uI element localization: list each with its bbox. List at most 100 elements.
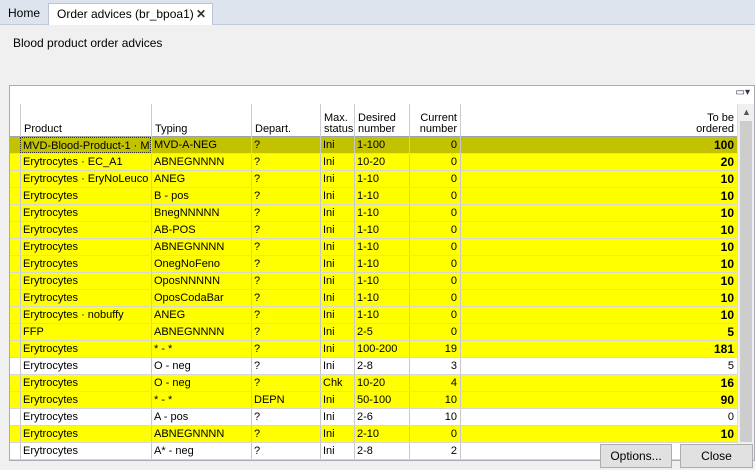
row-indicator[interactable] xyxy=(10,137,20,153)
cell-typing: A* - neg xyxy=(151,443,251,459)
cell-desired: 1-10 xyxy=(354,273,409,289)
table-row[interactable]: Erytrocytes · nobuffy ANEG? Ini 1-10 0 10 xyxy=(10,307,737,324)
row-indicator[interactable] xyxy=(10,154,20,170)
col-current-number[interactable]: Current number xyxy=(409,104,460,137)
cell-depart: ? xyxy=(251,154,320,170)
row-indicator[interactable] xyxy=(10,358,20,374)
cell-depart: ? xyxy=(251,205,320,221)
col-typing[interactable]: Typing xyxy=(151,104,251,137)
row-indicator[interactable] xyxy=(10,307,20,323)
cell-current: 10 xyxy=(409,392,460,408)
tab-order-advices[interactable]: Order advices (br_bpoa1) ✕ xyxy=(48,3,213,25)
cell-status: Ini xyxy=(320,205,354,221)
options-button[interactable]: Options... xyxy=(600,444,672,468)
scroll-thumb[interactable] xyxy=(740,121,752,442)
cell-depart: ? xyxy=(251,443,320,459)
col-desired-number[interactable]: Desired number xyxy=(354,104,409,137)
row-indicator[interactable] xyxy=(10,443,20,459)
row-indicator[interactable] xyxy=(10,222,20,238)
vertical-scrollbar[interactable]: ▲ ▼ xyxy=(737,104,754,460)
table-row[interactable]: Erytrocytes * - *? Ini 100-200 19 181 xyxy=(10,341,737,358)
cell-product: Erytrocytes xyxy=(20,375,151,391)
table-row[interactable]: Erytrocytes O - neg? Chk 10-20 4 16 xyxy=(10,375,737,392)
table-row[interactable]: Erytrocytes OposNNNNN? Ini 1-10 0 10 xyxy=(10,273,737,290)
cell-product: FFP xyxy=(20,324,151,340)
row-indicator[interactable] xyxy=(10,290,20,306)
cell-to-order: 100 xyxy=(460,137,737,153)
row-indicator[interactable] xyxy=(10,188,20,204)
table-row[interactable]: Erytrocytes · EryNoLeuco ANEG? Ini 1-10 0 10 xyxy=(10,171,737,188)
cell-product: Erytrocytes · EC_A1 xyxy=(20,154,151,170)
cell-to-order: 16 xyxy=(460,375,737,391)
row-indicator[interactable] xyxy=(10,392,20,408)
row-indicator[interactable] xyxy=(10,324,20,340)
cell-to-order: 10 xyxy=(460,239,737,255)
cell-depart: ? xyxy=(251,409,320,425)
row-indicator[interactable] xyxy=(10,426,20,442)
cell-current: 0 xyxy=(409,188,460,204)
table-row[interactable]: Erytrocytes · EC_A1 ABNEGNNNN? Ini 10-20 0 20 xyxy=(10,154,737,171)
cell-desired: 2-8 xyxy=(354,443,409,459)
table-row[interactable]: Erytrocytes B - pos? Ini 1-10 0 10 xyxy=(10,188,737,205)
cell-depart: ? xyxy=(251,341,320,357)
table-row[interactable]: Erytrocytes AB-POS? Ini 1-10 0 10 xyxy=(10,222,737,239)
cell-desired: 10-20 xyxy=(354,154,409,170)
cell-status: Ini xyxy=(320,222,354,238)
cell-depart: ? xyxy=(251,171,320,187)
row-indicator[interactable] xyxy=(10,375,20,391)
cell-to-order: 10 xyxy=(460,171,737,187)
cell-to-order: 90 xyxy=(460,392,737,408)
cell-desired: 1-10 xyxy=(354,256,409,272)
row-indicator[interactable] xyxy=(10,205,20,221)
cell-desired: 1-100 xyxy=(354,137,409,153)
table-row[interactable]: Erytrocytes ABNEGNNNN? Ini 1-10 0 10 xyxy=(10,239,737,256)
row-indicator[interactable] xyxy=(10,256,20,272)
table-row[interactable]: Erytrocytes * - * DEPN Ini 50-100 10 90 xyxy=(10,392,737,409)
close-icon[interactable]: ✕ xyxy=(195,7,206,21)
tab-home[interactable]: Home xyxy=(0,3,48,25)
cell-product: Erytrocytes xyxy=(20,239,151,255)
cell-to-order: 10 xyxy=(460,188,737,204)
cell-desired: 10-20 xyxy=(354,375,409,391)
cell-current: 0 xyxy=(409,273,460,289)
col-max-status[interactable]: Max. status xyxy=(320,104,354,137)
cell-product: Erytrocytes xyxy=(20,222,151,238)
cell-depart: ? xyxy=(251,426,320,442)
cell-current: 0 xyxy=(409,154,460,170)
cell-typing: A - pos xyxy=(151,409,251,425)
table-row[interactable]: Erytrocytes ABNEGNNNN? Ini 2-10 0 10 xyxy=(10,426,737,443)
cell-desired: 100-200 xyxy=(354,341,409,357)
cell-depart: ? xyxy=(251,188,320,204)
tab-order-advices-label: Order advices (br_bpoa1) xyxy=(57,7,194,21)
col-to-be-ordered[interactable]: To be ordered xyxy=(460,104,737,137)
table-row[interactable]: Erytrocytes OnegNoFeno? Ini 1-10 0 10 xyxy=(10,256,737,273)
table-row[interactable]: Erytrocytes A - pos? Ini 2-6 10 0 xyxy=(10,409,737,426)
col-product[interactable]: Product xyxy=(20,104,151,137)
cell-depart: ? xyxy=(251,273,320,289)
table-row[interactable]: Erytrocytes O - neg? Ini 2-8 3 5 xyxy=(10,358,737,375)
cell-status: Ini xyxy=(320,239,354,255)
col-depart[interactable]: Depart. xyxy=(251,104,320,137)
table-row[interactable]: MVD-Blood-Product-1 · MVD-A-NEGMVD-A-NEG… xyxy=(10,137,737,154)
row-indicator[interactable] xyxy=(10,273,20,289)
cell-current: 3 xyxy=(409,358,460,374)
cell-typing: OposCodaBar xyxy=(151,290,251,306)
cell-typing: OnegNoFeno xyxy=(151,256,251,272)
cell-status: Ini xyxy=(320,290,354,306)
row-indicator[interactable] xyxy=(10,171,20,187)
table-row[interactable]: Erytrocytes OposCodaBar? Ini 1-10 0 10 xyxy=(10,290,737,307)
row-indicator[interactable] xyxy=(10,341,20,357)
row-indicator[interactable] xyxy=(10,239,20,255)
scroll-up-icon[interactable]: ▲ xyxy=(742,107,751,117)
cell-current: 0 xyxy=(409,256,460,272)
cell-status: Ini xyxy=(320,409,354,425)
row-indicator[interactable] xyxy=(10,409,20,425)
cell-to-order: 5 xyxy=(460,358,737,374)
close-button[interactable]: Close xyxy=(680,444,753,468)
table-row[interactable]: FFP ABNEGNNNN? Ini 2-5 0 5 xyxy=(10,324,737,341)
cell-typing: ANEG xyxy=(151,307,251,323)
column-chooser-icon[interactable]: ▭▾ xyxy=(735,87,750,98)
table-row[interactable]: Erytrocytes BnegNNNNN? Ini 1-10 0 10 xyxy=(10,205,737,222)
main-panel: Blood product order advices ▭▾ Product T… xyxy=(0,25,755,470)
